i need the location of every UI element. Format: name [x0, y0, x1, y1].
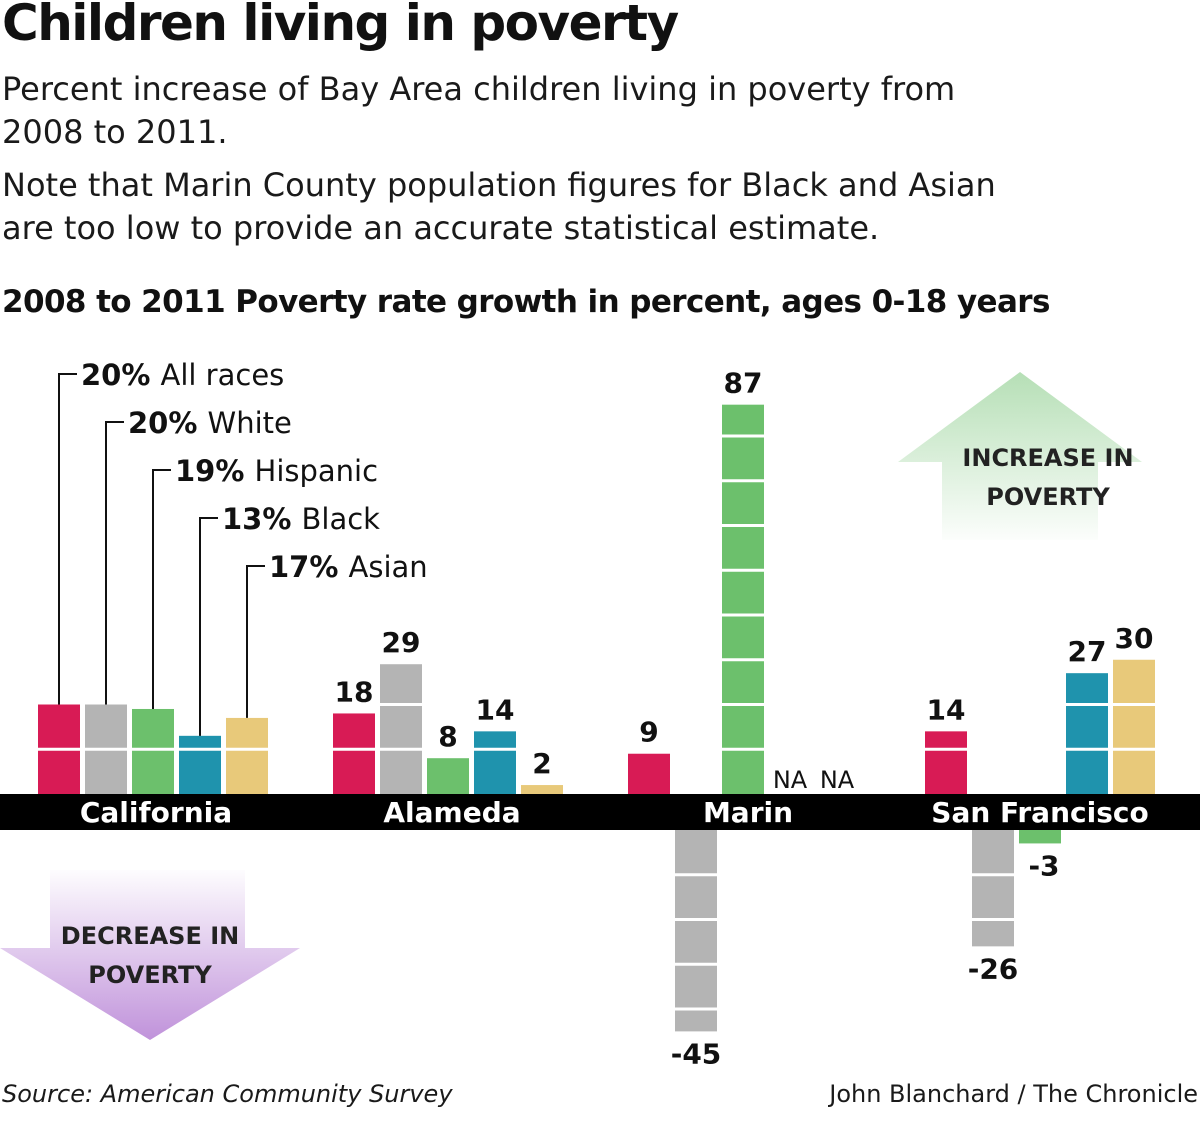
legend-value: 20%: [128, 406, 208, 440]
legend-entry-black: 13% Black: [222, 502, 380, 536]
note-line-2: are too low to provide an accurate stati…: [2, 209, 880, 247]
bar-alameda-white: [380, 664, 422, 794]
bar-california-asian: [226, 717, 268, 794]
legend-leader-line: [199, 517, 218, 736]
bar-marin-white: [675, 830, 717, 1032]
legend-entry-all-races: 20% All races: [81, 358, 284, 392]
category-label-marin: Marin: [703, 796, 793, 829]
legend-leader-line: [152, 469, 171, 709]
decrease-arrow: [0, 870, 300, 1040]
legend-value: 20%: [81, 358, 161, 392]
legend-label: All races: [161, 358, 285, 392]
decrease-label-line-2: POVERTY: [88, 961, 212, 989]
bar-alameda-hispanic: [427, 758, 469, 794]
legend-label: Asian: [349, 550, 428, 584]
legend-label: Black: [302, 502, 381, 536]
data-label: 2: [532, 747, 551, 780]
legend-leader-line: [246, 565, 265, 718]
legend-leader-line: [58, 373, 77, 705]
legend-entry-hispanic: 19% Hispanic: [175, 454, 378, 488]
bar-alameda-asian: [521, 785, 563, 794]
legend-value: 19%: [175, 454, 255, 488]
data-label: 18: [335, 675, 374, 708]
bar-alameda-black: [474, 731, 516, 794]
category-label-california: California: [80, 796, 232, 829]
bar-san-francisco-black: [1066, 673, 1108, 794]
bar-san-francisco-white: [972, 830, 1014, 947]
bar-california-black: [179, 735, 221, 794]
axis-band: [0, 794, 1200, 830]
data-label: 9: [639, 716, 658, 749]
credit-line: John Blanchard / The Chronicle: [829, 1080, 1198, 1108]
data-label-na: NA: [773, 766, 808, 794]
note-line-1: Note that Marin County population figure…: [2, 166, 996, 204]
data-label: 14: [476, 693, 515, 726]
bar-california-hispanic: [132, 708, 174, 794]
legend-value: 17%: [269, 550, 349, 584]
decrease-label-line-1: DECREASE IN: [61, 922, 239, 950]
legend-label: White: [208, 406, 292, 440]
increase-arrow: [898, 372, 1142, 540]
legend-entry-asian: 17% Asian: [269, 550, 428, 584]
bar-san-francisco-all-races: [925, 731, 967, 794]
bar-san-francisco-asian: [1113, 659, 1155, 794]
data-label: -45: [671, 1037, 722, 1070]
legend-value: 13%: [222, 502, 302, 536]
source-note: Source: American Community Survey: [2, 1080, 453, 1108]
subtitle-line-1: Percent increase of Bay Area children li…: [2, 70, 956, 108]
bar-marin-all-races: [628, 753, 670, 794]
data-label: 14: [927, 693, 966, 726]
data-label: -26: [968, 952, 1019, 985]
subtitle-line-2: 2008 to 2011.: [2, 113, 228, 151]
category-label-alameda: Alameda: [383, 796, 520, 829]
data-label: 8: [438, 720, 457, 753]
legend-entry-white: 20% White: [128, 406, 292, 440]
bar-san-francisco-hispanic: [1019, 830, 1061, 844]
category-label-san-francisco: San Francisco: [931, 796, 1148, 829]
chart-title: 2008 to 2011 Poverty rate growth in perc…: [2, 284, 1050, 320]
increase-label-line-1: INCREASE IN: [962, 444, 1133, 472]
data-label: -3: [1028, 849, 1059, 882]
chart-headline: Children living in poverty: [2, 0, 679, 52]
bar-alameda-all-races: [333, 713, 375, 794]
legend-label: Hispanic: [255, 454, 379, 488]
data-label: 27: [1068, 635, 1107, 668]
increase-label-line-2: POVERTY: [986, 483, 1110, 511]
data-label-na: NA: [820, 766, 855, 794]
data-label: 29: [382, 626, 421, 659]
legend-leader-line: [105, 421, 124, 705]
data-label: 87: [724, 367, 763, 400]
data-label: 30: [1115, 622, 1154, 655]
bar-marin-hispanic: [722, 404, 764, 794]
